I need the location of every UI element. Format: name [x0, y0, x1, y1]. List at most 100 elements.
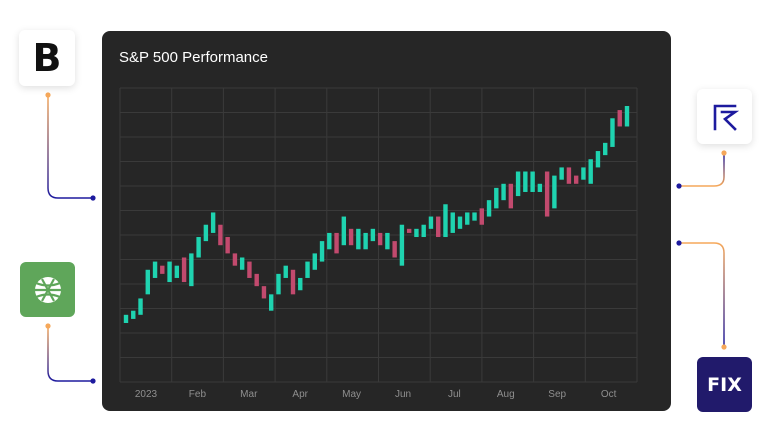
candle-down [348, 228, 354, 246]
candle-down [247, 261, 252, 278]
candle-up [203, 224, 209, 242]
x-tick-label: Jun [395, 389, 411, 400]
connector-dot [90, 378, 96, 384]
candle-up [189, 253, 194, 287]
candle-down [225, 237, 230, 254]
connector-dot [45, 323, 51, 329]
connector-fix-logo [679, 242, 725, 347]
x-tick-label: May [342, 389, 361, 400]
candle-up [174, 265, 180, 278]
chart-card: S&P 500 Performance 2023 Feb Mar Apr May Jun J… [102, 31, 671, 411]
candle-down [617, 110, 622, 127]
candle-up [443, 204, 448, 238]
candle-up [319, 241, 325, 262]
candle-up [421, 224, 426, 238]
candle-up [537, 183, 543, 192]
candle-up [145, 269, 150, 295]
candle-up [138, 298, 143, 315]
x-tick-label: 2023 [135, 389, 158, 400]
candle-up [595, 151, 601, 168]
candle-up [341, 216, 347, 246]
candle-up [523, 171, 528, 192]
candle-up [312, 253, 317, 270]
candle-up [472, 212, 477, 221]
candle-up [457, 216, 463, 229]
candle-up [501, 183, 506, 201]
candle-up [152, 261, 158, 278]
candle-up [624, 106, 630, 127]
candle-down [334, 232, 339, 254]
candle-down [436, 216, 441, 238]
connector-dot [721, 344, 727, 350]
candle-down [544, 171, 550, 217]
candle-up [581, 167, 586, 180]
candle-down [232, 253, 238, 266]
x-tick-label: Mar [240, 389, 258, 400]
chart-title: S&P 500 Performance [119, 49, 268, 66]
candle-down [508, 183, 514, 209]
candle-up [305, 261, 310, 278]
candle-up [370, 228, 376, 242]
candle-up [515, 171, 521, 197]
candle-up [588, 159, 593, 184]
candle-up [610, 118, 615, 147]
candle-up [276, 273, 281, 295]
candle-up [283, 265, 288, 278]
fix-logo: FIX [697, 357, 752, 412]
candle-up [123, 314, 129, 323]
candle-down [573, 175, 579, 184]
candle-down [160, 265, 165, 274]
candle-down [392, 241, 397, 258]
candle-down [406, 228, 412, 233]
candle-down [181, 257, 187, 283]
connector-dot [90, 195, 96, 201]
connector-r-logo [679, 153, 725, 187]
x-tick-label: Feb [189, 389, 207, 400]
x-tick-label: Apr [292, 389, 308, 400]
candle-up [239, 257, 245, 270]
candle-up [465, 212, 470, 225]
candle-down [261, 286, 267, 299]
green-globe-logo [20, 262, 75, 317]
candle-up [385, 232, 390, 250]
candle-up [494, 187, 499, 209]
b-logo-letter: B [32, 36, 62, 80]
candle-up [210, 212, 216, 233]
candlestick-chart: 2023 Feb Mar Apr May Jun Jul Aug Sep Oct [119, 87, 638, 400]
x-tick-label: Aug [497, 389, 515, 400]
x-tick-label: Sep [548, 389, 566, 400]
candle-up [363, 232, 368, 250]
candle-up [196, 237, 201, 258]
connector-dot [45, 92, 51, 98]
fix-logo-text: FIX [707, 373, 742, 396]
x-tick-label: Oct [601, 389, 617, 400]
candle-up [428, 216, 434, 229]
candle-down [566, 167, 572, 184]
candle-up [530, 171, 535, 192]
candle-up [414, 228, 419, 238]
x-tick-label: Jul [448, 389, 461, 400]
candle-up [131, 310, 136, 319]
r-logo [697, 89, 752, 144]
candle-up [327, 232, 332, 250]
candle-down [377, 232, 383, 246]
connector-dot [676, 240, 682, 246]
candle-up [399, 224, 405, 266]
globe-icon [34, 276, 61, 303]
candle-up [450, 212, 455, 233]
candle-up [552, 175, 557, 209]
connector-dot [676, 183, 682, 189]
r-arrow-icon [713, 104, 739, 131]
connector-dot [721, 150, 727, 156]
candle-up [356, 228, 361, 250]
candle-down [254, 273, 259, 287]
candle-up [269, 294, 274, 311]
candle-up [486, 200, 492, 217]
candle-down [479, 208, 484, 225]
candle-down [290, 269, 296, 295]
b-logo: B [19, 30, 75, 86]
candle-down [218, 224, 223, 246]
candle-up [559, 167, 564, 180]
candle-up [298, 277, 303, 291]
